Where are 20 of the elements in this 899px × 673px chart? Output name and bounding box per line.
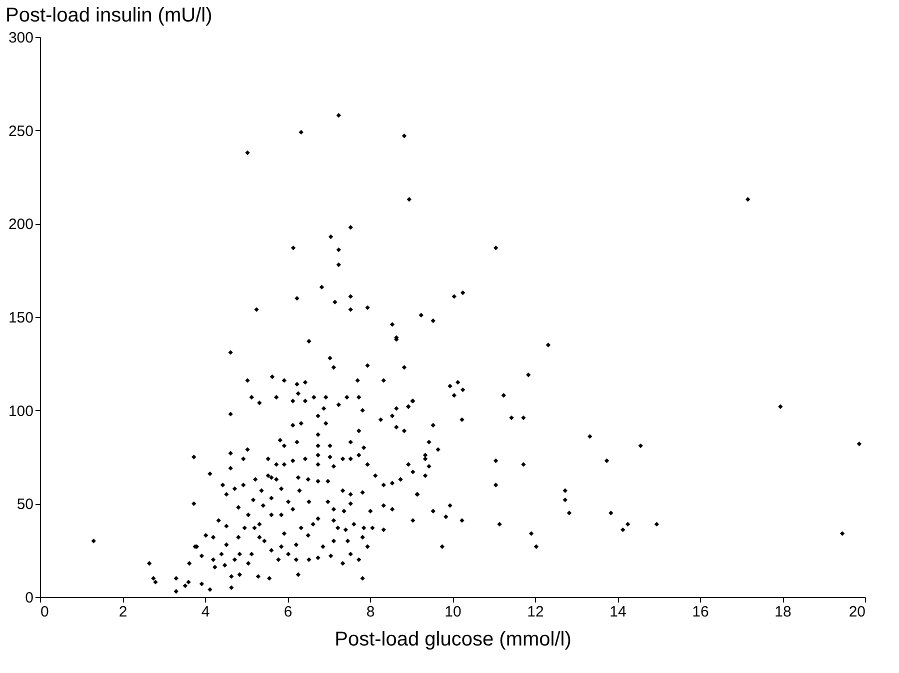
x-tick-label: 18 bbox=[774, 604, 792, 620]
x-tick-label: 20 bbox=[848, 604, 866, 620]
y-axis-title: Post-load insulin (mU/l) bbox=[6, 4, 212, 26]
x-tick-label: 4 bbox=[201, 604, 210, 620]
y-tick-label: 300 bbox=[8, 30, 34, 46]
y-tick-label: 200 bbox=[8, 216, 34, 234]
x-tick-label: 6 bbox=[284, 604, 292, 620]
x-tick-label: 14 bbox=[610, 604, 626, 620]
x-tick-label: 12 bbox=[527, 604, 544, 620]
x-tick-label: 2 bbox=[118, 604, 128, 620]
y-tick-label: 50 bbox=[16, 496, 34, 514]
x-tick-label: 0 bbox=[40, 604, 49, 620]
y-tick-label: 250 bbox=[8, 122, 34, 140]
y-tick-label: 100 bbox=[8, 402, 34, 420]
x-tick-label: 16 bbox=[692, 604, 709, 620]
x-axis-title: Post-load glucose (mmol/l) bbox=[334, 628, 572, 650]
y-tick-label: 150 bbox=[8, 310, 34, 326]
y-tick-label: 0 bbox=[25, 590, 34, 606]
x-tick-label: 10 bbox=[444, 604, 462, 620]
x-tick-label: 8 bbox=[366, 604, 375, 620]
